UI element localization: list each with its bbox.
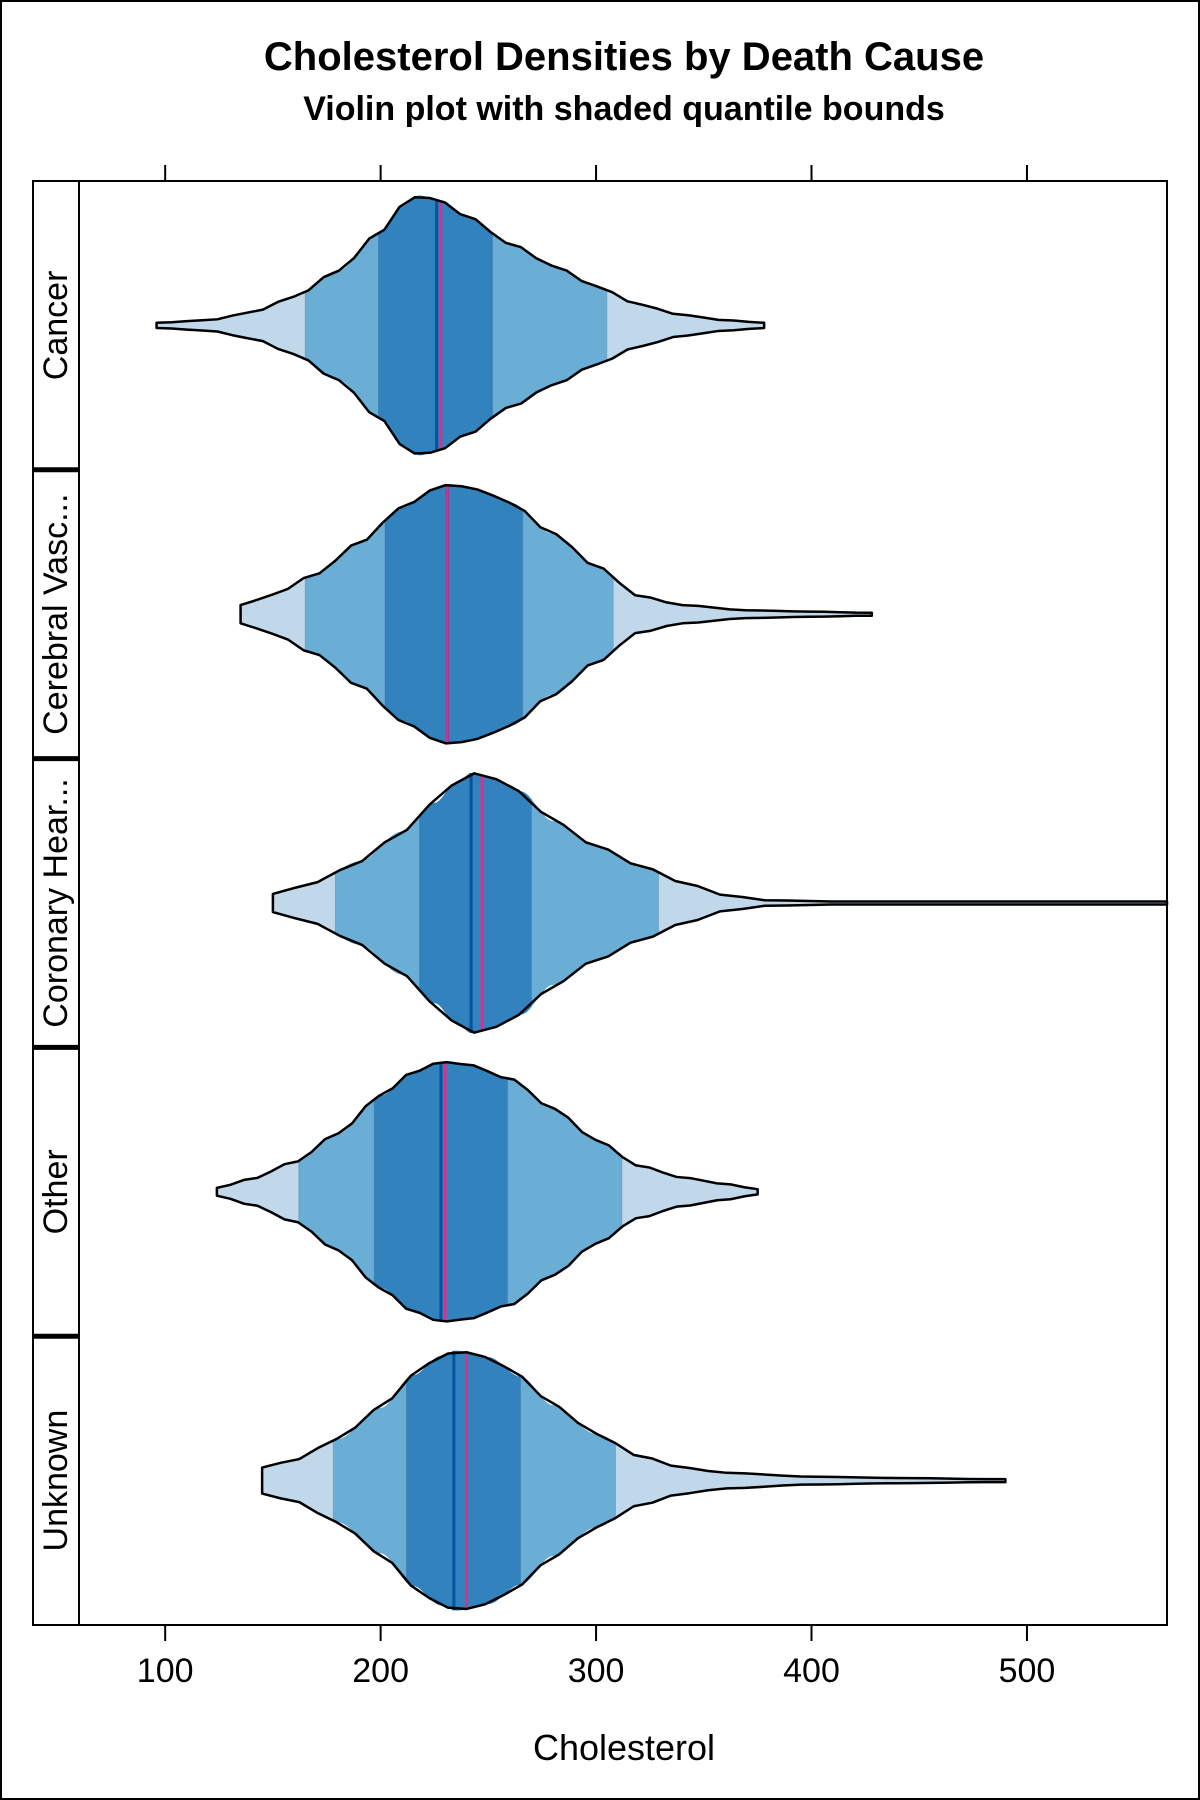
panel-strip	[32, 1335, 80, 1626]
violin-band-middle	[305, 519, 385, 709]
violin-outline	[215, 1060, 759, 1323]
violin-band-outer	[262, 1439, 334, 1522]
violin-outline	[155, 196, 766, 455]
violin-band-outer	[272, 873, 336, 933]
violin-band-inner	[406, 1350, 521, 1611]
panel-strips: Cancer Cerebral Vasc... Coronary Hear... Ot…	[32, 180, 80, 1626]
panel-label: Cancer	[37, 271, 75, 381]
violin-band-middle	[531, 798, 659, 1008]
tick-label: 200	[352, 1652, 409, 1690]
panel-label: Other	[37, 1149, 75, 1234]
violin-band-middle	[335, 815, 420, 991]
violin-band-middle	[520, 1376, 616, 1585]
panel-label: Cerebral Vasc...	[37, 494, 75, 735]
violin-band-middle	[507, 1078, 622, 1305]
chart-title: Cholesterol Densities by Death Cause	[264, 35, 984, 79]
plot-frame	[32, 180, 1168, 1626]
chart-subtitle: Violin plot with shaded quantile bounds	[303, 90, 945, 128]
tick-label: 500	[999, 1652, 1056, 1690]
violin-band-outer	[621, 1156, 758, 1227]
violin-band-outer	[606, 289, 765, 362]
panel-strip	[32, 757, 80, 1049]
plot-area	[155, 195, 1169, 1611]
violin-band-middle	[333, 1378, 407, 1583]
panel-strip	[32, 1046, 80, 1338]
x-axis: 100 200 300 400 500	[137, 165, 1056, 1690]
violin-band-middle	[522, 509, 614, 720]
violin-outline	[239, 483, 874, 745]
violin-unknown	[260, 1350, 1007, 1611]
violin-band-outer	[156, 292, 306, 359]
violin-band-outer	[216, 1161, 299, 1223]
violin-band-middle	[298, 1097, 375, 1286]
panel-label: Coronary Hear...	[37, 778, 75, 1027]
tick-label: 400	[783, 1652, 840, 1690]
x-axis-label: Cholesterol	[533, 1727, 715, 1768]
violin-band-outer	[240, 577, 306, 652]
violin-cancer	[155, 195, 766, 456]
violin-band-inner	[384, 484, 523, 745]
panel-label: Unknown	[37, 1410, 75, 1552]
violin-outline	[260, 1351, 1007, 1611]
tick-label: 300	[568, 1652, 625, 1690]
violin-band-outer	[615, 1443, 1006, 1518]
violin-band-outer	[613, 576, 872, 652]
violin-other	[215, 1060, 759, 1323]
violin-cerebral-vascular-disease	[239, 483, 874, 745]
violin-band-inner	[419, 773, 532, 1033]
violin-coronary-heart-disease	[271, 772, 1169, 1034]
violin-band-outer	[658, 872, 1167, 934]
tick-label: 100	[137, 1652, 194, 1690]
